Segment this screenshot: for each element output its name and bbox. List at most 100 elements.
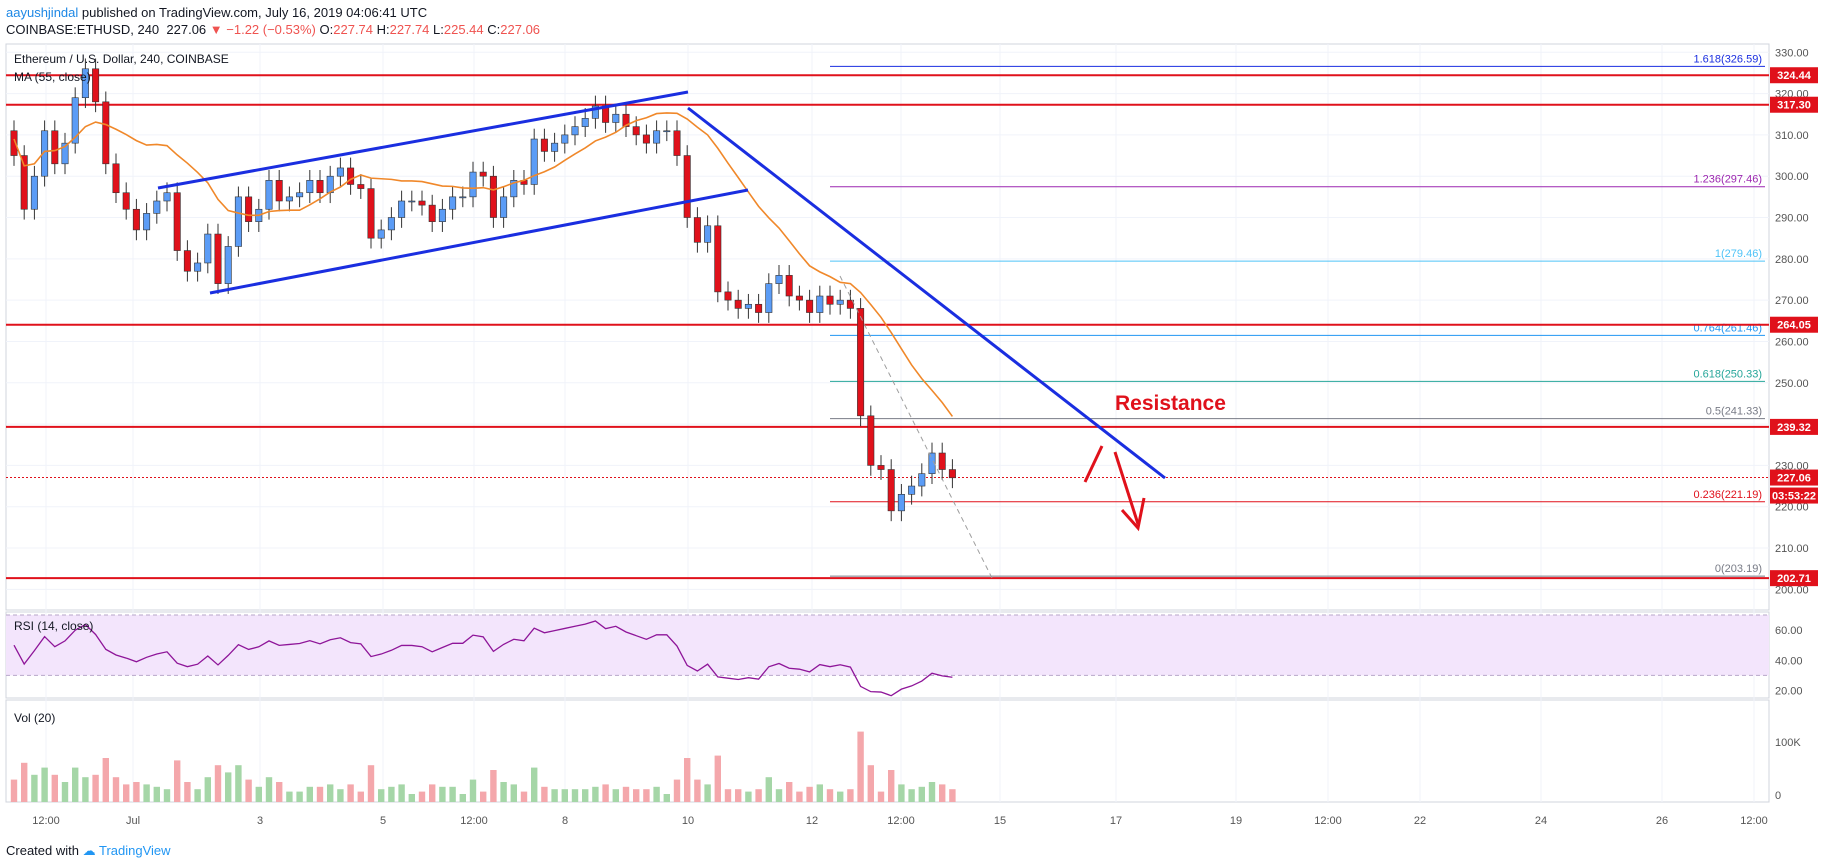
time-tick-8: 12:00 (887, 815, 915, 827)
time-tick-1: Jul (126, 815, 140, 827)
drawings (157, 90, 1166, 579)
candle (693, 207, 701, 253)
candle (836, 289, 844, 315)
candle-body (836, 299, 844, 305)
candle (775, 265, 783, 294)
candle-body (561, 134, 569, 144)
countdown-label: 03:53:22 (1772, 491, 1816, 503)
open-label: O: (319, 22, 334, 37)
candle-body (163, 192, 171, 202)
candle (561, 124, 569, 154)
volume-bar (622, 786, 630, 802)
candle-body (122, 192, 130, 210)
candle (367, 178, 375, 249)
candle-body (928, 452, 936, 474)
candle (673, 120, 681, 166)
volume-bar (888, 770, 895, 802)
volume-bar (735, 789, 742, 802)
candle (734, 289, 742, 319)
volume-bar (429, 784, 436, 802)
volume-bar (265, 777, 273, 802)
created-with: Created with (6, 843, 79, 858)
candle (479, 161, 487, 187)
ma-line (13, 112, 954, 417)
candle (489, 165, 497, 228)
candle (887, 459, 895, 522)
candle-body (744, 303, 752, 309)
volume-bar (357, 791, 364, 802)
fib-label-0: 1.618(326.59) (1694, 53, 1763, 65)
candle (51, 120, 59, 175)
candle-body (357, 184, 365, 189)
price-tick-4: 290.00 (1775, 213, 1809, 225)
candle-body (714, 225, 722, 293)
arrow-up (1083, 445, 1104, 483)
candle-body (316, 180, 324, 194)
candle (520, 170, 528, 195)
candle (683, 145, 691, 228)
volume-bar (847, 789, 854, 802)
time-tick-4: 12:00 (460, 815, 488, 827)
symbol-info: COINBASE:ETHUSD, 240 227.06 ▼ −1.22 (−0.… (6, 21, 540, 39)
channel-upper-line (157, 90, 689, 190)
candle (398, 190, 406, 228)
rsi-tick-2: 20.00 (1775, 685, 1803, 697)
candle-body (948, 469, 956, 479)
volume-bar (541, 786, 548, 802)
candle (20, 145, 28, 220)
volume-bar (51, 774, 58, 802)
volume-panel[interactable] (5, 699, 1770, 803)
time-tick-3: 5 (380, 815, 386, 827)
candle-body (224, 246, 232, 284)
candle-body (51, 130, 59, 165)
volume-bar (918, 786, 925, 802)
candle (816, 285, 824, 323)
volume-bar (755, 789, 762, 802)
candle (194, 252, 202, 282)
candle (183, 240, 191, 282)
main-panel[interactable] (5, 43, 1770, 611)
candle-body (785, 275, 793, 297)
candle-body (214, 233, 222, 284)
candle (71, 87, 79, 154)
candle (377, 219, 385, 249)
candle (224, 236, 232, 294)
fib-label-6: 0.236(221.19) (1694, 489, 1763, 501)
time-tick-15: 26 (1656, 815, 1668, 827)
symbol-name: COINBASE:ETHUSD, 240 (6, 22, 160, 37)
volume-bar (592, 786, 599, 802)
candle (612, 103, 620, 133)
volume-bar (867, 765, 874, 802)
candle-body (81, 68, 89, 99)
candle (357, 174, 365, 199)
volume-bar (939, 784, 946, 802)
volume-bar (61, 782, 69, 802)
countdown-bg (1770, 487, 1818, 504)
rsi-band-fill (6, 615, 1769, 676)
volume-legend: Vol (20) (14, 711, 55, 725)
tradingview-link[interactable]: TradingView (99, 843, 171, 858)
last-price: 227.06 (166, 22, 207, 37)
candle-body (428, 204, 436, 222)
candle (785, 265, 793, 307)
volume-bar (745, 791, 752, 802)
author-link[interactable]: aayushjindal (6, 5, 79, 20)
candle-body (653, 130, 661, 144)
price-tick-13: 200.00 (1775, 584, 1809, 596)
candle-body (71, 97, 79, 144)
candle (245, 186, 253, 232)
candle-body (20, 155, 28, 210)
fib-trend-line (839, 275, 993, 579)
price-tick-7: 260.00 (1775, 336, 1809, 348)
footer: Created with ☁ TradingView (6, 843, 171, 859)
volume-bar (633, 789, 640, 802)
candle (61, 132, 69, 175)
price-tag-3: 239.32 (1777, 422, 1811, 434)
close-value: 227.06 (500, 22, 541, 37)
candle (438, 198, 446, 232)
volume-bar (949, 789, 956, 802)
candle (173, 182, 181, 261)
volume-bar (153, 786, 160, 802)
volume-bar (10, 779, 18, 802)
